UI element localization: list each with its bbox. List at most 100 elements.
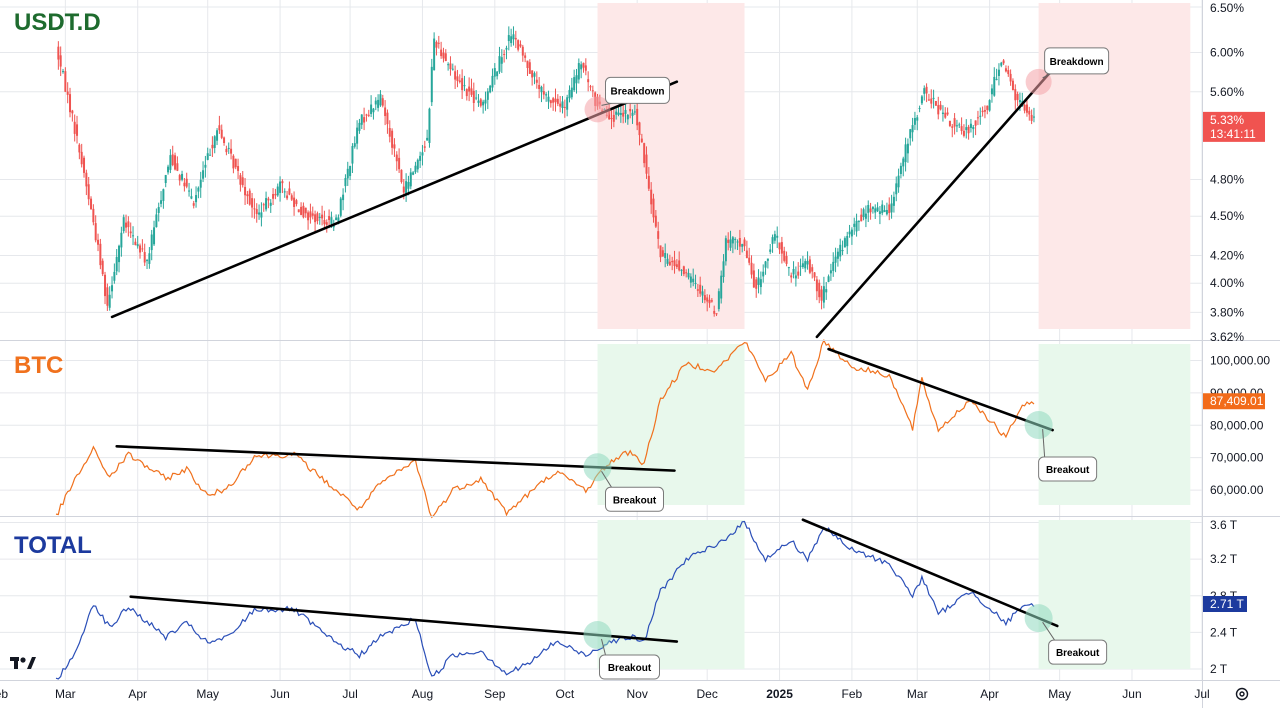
time-axis-tick: Jun: [270, 687, 289, 701]
usdt-title: USDT.D: [14, 9, 101, 36]
candle: [437, 35, 440, 49]
breakout-callout[interactable]: Breakout: [1042, 621, 1108, 665]
time-axis-tick: Feb: [842, 687, 863, 701]
candle: [1032, 107, 1035, 123]
candle: [953, 113, 956, 135]
candle: [283, 188, 286, 198]
candle: [71, 109, 74, 122]
candle: [855, 213, 858, 237]
candle: [1002, 59, 1005, 66]
breakdown-callout[interactable]: Breakdown: [1042, 47, 1110, 79]
candle: [216, 128, 219, 146]
time-axis-tick: Oct: [555, 687, 574, 701]
candle: [132, 226, 135, 246]
btc-markers: Breakout Breakout: [583, 411, 1098, 512]
candle: [346, 161, 349, 186]
candle: [664, 243, 667, 268]
trendline[interactable]: [115, 445, 676, 472]
candle: [757, 269, 760, 294]
chart-settings-icon[interactable]: [1235, 687, 1249, 701]
price-scales[interactable]: 6.50% 6.00% 5.60% 4.80% 4.50% 4.20% 4.00% 3.80%…: [1203, 1, 1270, 676]
price-scale-tick: 4.20%: [1210, 248, 1244, 262]
candle: [405, 173, 408, 202]
trendline[interactable]: [110, 80, 679, 319]
trendline[interactable]: [827, 347, 1054, 432]
candle: [531, 70, 534, 86]
breakout-callout[interactable]: Breakout: [598, 638, 660, 680]
candle: [771, 234, 774, 253]
price-scale-tick: 4.00%: [1210, 276, 1244, 290]
usdt-trendlines: [110, 65, 1057, 339]
candle: [1009, 69, 1012, 86]
candle: [302, 202, 305, 219]
candle: [76, 115, 79, 144]
last-price-badge: 2.71 T: [1203, 595, 1247, 612]
candle: [353, 136, 356, 149]
candle: [666, 253, 669, 266]
candle: [181, 170, 184, 182]
time-axis-tick: Mar: [907, 687, 928, 701]
candle: [619, 104, 622, 123]
candle: [512, 26, 515, 46]
breakout-callout[interactable]: Breakout: [1038, 429, 1098, 482]
candle: [797, 262, 800, 279]
breakout-callout[interactable]: Breakout: [601, 471, 664, 512]
total-panel[interactable]: Breakout Breakout TOTAL: [14, 518, 1191, 680]
tradingview-logo-icon[interactable]: [10, 657, 36, 669]
candle: [647, 167, 650, 192]
candle: [360, 114, 363, 129]
candle: [183, 177, 186, 192]
candle: [580, 61, 583, 79]
candle: [225, 145, 228, 156]
candle: [876, 202, 879, 213]
candle: [678, 251, 681, 272]
last-price-value: 87,409.01: [1210, 394, 1264, 408]
candle: [458, 74, 461, 84]
candle: [416, 158, 419, 173]
candle: [414, 161, 417, 174]
candle: [472, 82, 475, 112]
candle: [801, 255, 804, 269]
candle: [489, 84, 492, 94]
candle: [955, 119, 958, 133]
candle: [696, 283, 699, 298]
trendline[interactable]: [815, 65, 1057, 339]
candle: [937, 96, 940, 120]
candle: [969, 118, 972, 133]
candle: [325, 219, 328, 233]
time-axis[interactable]: Feb Mar Apr May Jun Jul Aug Sep Oct Nov Dec 2025 Feb…: [0, 687, 1210, 701]
candle: [484, 91, 487, 111]
candle: [972, 124, 975, 138]
candle: [62, 68, 65, 74]
candle: [811, 264, 814, 279]
candle: [162, 188, 165, 209]
candle: [645, 146, 648, 179]
candle: [703, 289, 706, 304]
candle: [897, 168, 900, 193]
candle: [951, 123, 954, 138]
candle: [906, 138, 909, 163]
candle: [794, 266, 797, 287]
time-axis-tick: Mar: [55, 687, 76, 701]
candle: [589, 84, 592, 91]
candle: [549, 99, 552, 108]
time-axis-tick: Jun: [1122, 687, 1141, 701]
candle: [213, 135, 216, 154]
candle: [479, 97, 482, 108]
candle: [94, 215, 97, 243]
candle: [73, 114, 76, 142]
candle: [708, 294, 711, 308]
usdt-dominance-panel[interactable]: Breakdown Breakdown USDT.D: [14, 3, 1191, 339]
btc-panel[interactable]: Breakout Breakout BTC: [14, 338, 1191, 519]
trendline[interactable]: [801, 518, 1059, 628]
candle: [724, 235, 727, 266]
price-scale-tick: 3.2 T: [1210, 552, 1238, 566]
breakdown-callout[interactable]: Breakdown: [601, 76, 670, 106]
candle: [909, 128, 912, 146]
candle: [365, 113, 368, 122]
price-scale-tick: 100,000.00: [1210, 353, 1270, 367]
last-price-value: 2.71 T: [1210, 597, 1244, 611]
candle: [979, 107, 982, 125]
